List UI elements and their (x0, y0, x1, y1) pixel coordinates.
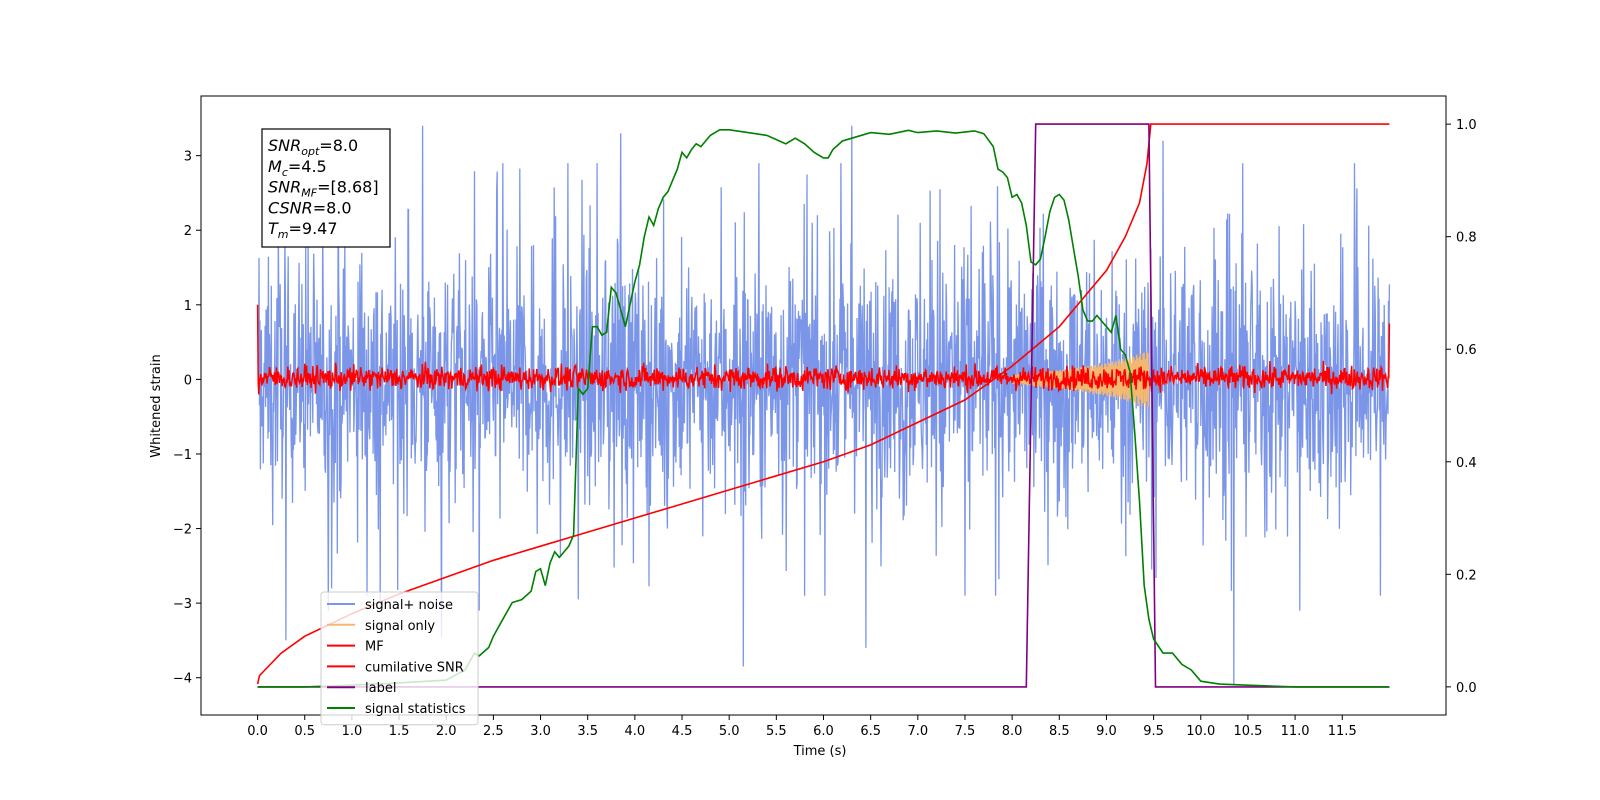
x-tick-label: 9.5 (1143, 724, 1164, 739)
x-tick-label: 2.5 (483, 724, 504, 739)
y-axis-right: 1.0 0.8 0.6 0.4 0.2 0.0 (1446, 118, 1477, 696)
x-tick-label: 0.0 (247, 724, 268, 739)
x-tick-label: 0.5 (294, 724, 315, 739)
legend-frame (320, 591, 479, 726)
y2-tick-label: 1.0 (1456, 118, 1477, 133)
y-tick-label: −2 (173, 523, 192, 538)
y-axis-label: Whitened strain (149, 354, 164, 457)
x-tick-label: 3.0 (530, 724, 551, 739)
y-tick-label: 0 (184, 373, 192, 388)
legend-label: signal+ noise (365, 598, 453, 613)
signal-noise-series (256, 125, 1391, 686)
info-line: CSNR=8.0 (268, 198, 352, 217)
x-tick-label: 7.5 (955, 724, 976, 739)
legend-label: signal only (365, 619, 435, 634)
x-tick-label: 8.0 (1002, 724, 1023, 739)
y-tick-label: −3 (173, 597, 192, 612)
info-line: Mc=4.5 (268, 157, 327, 179)
x-tick-label: 4.5 (672, 724, 693, 739)
y2-tick-label: 0.8 (1456, 231, 1477, 246)
legend-label: MF (365, 640, 384, 655)
y2-tick-label: 0.2 (1456, 568, 1477, 583)
y-tick-label: 3 (184, 150, 192, 165)
x-tick-label: 10.5 (1233, 724, 1262, 739)
signal-statistics-series (257, 129, 1390, 688)
x-tick-label: 4.0 (625, 724, 646, 739)
legend-label: signal statistics (365, 702, 466, 717)
y-tick-label: −4 (173, 672, 192, 687)
x-tick-label: 5.5 (766, 724, 787, 739)
info-box-frame (261, 128, 391, 248)
x-axis: 0.0 0.5 1.0 1.5 2.0 2.5 3.0 3.5 4.0 4.5 5.0 5.5 6.0 6… (247, 715, 1357, 739)
x-tick-label: 8.5 (1049, 724, 1070, 739)
x-tick-label: 3.5 (577, 724, 598, 739)
y-tick-label: 1 (184, 299, 192, 314)
x-tick-label: 6.0 (813, 724, 834, 739)
y2-tick-label: 0.0 (1456, 681, 1477, 696)
x-tick-label: 11.0 (1281, 724, 1310, 739)
legend-label: cumilative SNR (365, 660, 464, 675)
y-axis-left: 3 2 1 0 −1 −2 −3 −4 (173, 150, 201, 687)
x-tick-label: 10.0 (1186, 724, 1215, 739)
info-line: SNRopt=8.0 (268, 136, 358, 158)
mf-series (256, 304, 1391, 395)
legend: signal+ noise signal only MF cumilative SNR… (320, 591, 479, 726)
info-line: Tm=9.47 (268, 219, 338, 241)
y2-tick-label: 0.4 (1456, 456, 1477, 471)
y2-tick-label: 0.6 (1456, 343, 1477, 358)
x-tick-label: 7.0 (907, 724, 928, 739)
label-series (257, 123, 1390, 688)
info-line: SNRMF=[8.68] (268, 178, 379, 200)
x-tick-label: 1.0 (342, 724, 363, 739)
x-tick-label: 11.5 (1328, 724, 1357, 739)
x-tick-label: 2.0 (436, 724, 457, 739)
legend-label: label (365, 681, 396, 696)
x-tick-label: 9.0 (1096, 724, 1117, 739)
y-tick-label: −1 (173, 448, 192, 463)
x-tick-label: 5.0 (719, 724, 740, 739)
x-tick-label: 6.5 (860, 724, 881, 739)
x-axis-label: Time (s) (793, 744, 847, 759)
x-tick-label: 1.5 (389, 724, 410, 739)
y-tick-label: 2 (184, 224, 192, 239)
